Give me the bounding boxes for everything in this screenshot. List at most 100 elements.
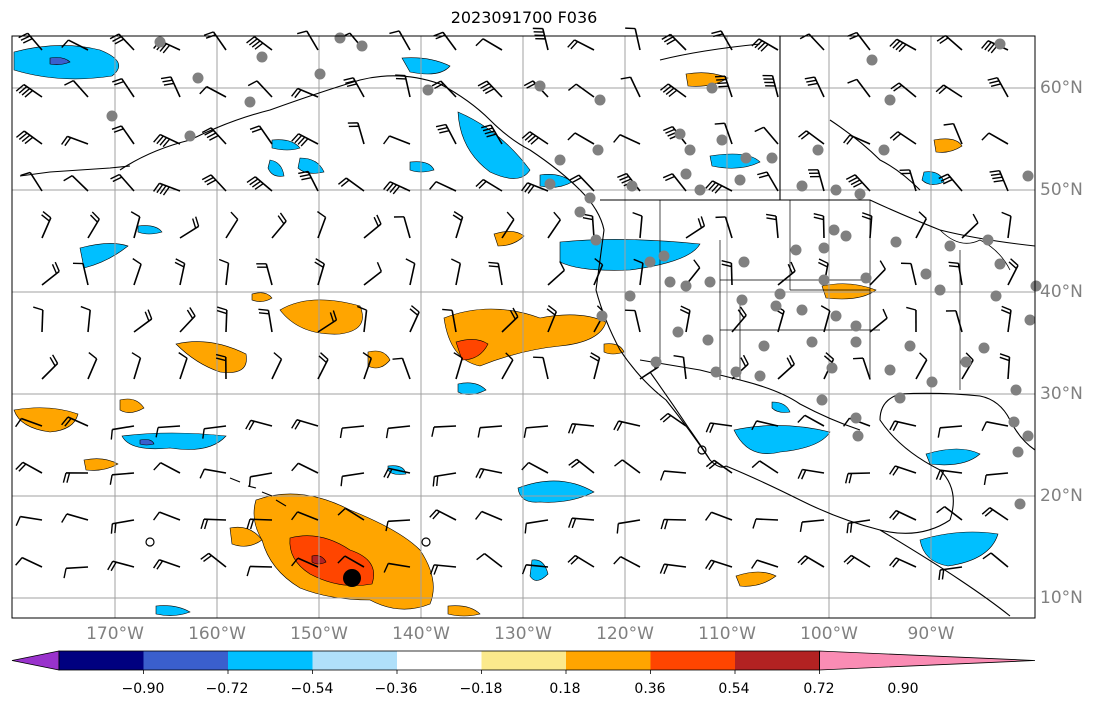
colorbar-label: −0.36 [374, 681, 418, 697]
colorbar-right-extension [819, 650, 1036, 671]
wind-barb [61, 135, 89, 147]
wind-barb [524, 519, 549, 534]
wind-barb [625, 309, 641, 333]
wind-barb [201, 174, 227, 192]
wind-barb [395, 74, 411, 98]
wind-barb [943, 122, 963, 145]
wind-barb [431, 80, 457, 98]
neg-area [771, 401, 791, 413]
station-marker [740, 152, 752, 164]
wind-barb [317, 310, 338, 333]
wind-barb [246, 565, 273, 577]
wind-barb [450, 258, 462, 286]
wind-barb [714, 75, 733, 98]
station-marker [674, 128, 686, 140]
station-marker [314, 68, 326, 80]
station-marker [704, 276, 716, 288]
wind-barb [429, 509, 457, 521]
wind-barb [845, 174, 871, 192]
wind-barb [153, 182, 181, 196]
wind-barb [383, 562, 411, 573]
wind-barb [429, 180, 457, 192]
neg-area [297, 157, 325, 174]
station-marker [334, 32, 346, 44]
station-marker [716, 134, 728, 146]
wind-barb [110, 173, 135, 192]
wind-barb [752, 518, 779, 529]
station-marker [1012, 446, 1024, 458]
wind-barb [200, 518, 227, 530]
colorbar-left-extension [11, 650, 60, 671]
lon-label: 170°W [86, 624, 144, 644]
colorbar-segment [481, 651, 567, 670]
neg-area [919, 531, 999, 567]
wind-barb [846, 519, 871, 534]
wind-barb [87, 352, 98, 380]
pos-area [83, 458, 119, 471]
wind-barb [432, 472, 457, 487]
coastlines [19, 36, 1036, 617]
station-marker [574, 206, 586, 218]
pos-area [229, 526, 263, 547]
wind-barb [383, 467, 411, 479]
station-marker [584, 192, 596, 204]
lat-label: 10°N [1040, 588, 1083, 608]
wind-barb [705, 511, 733, 521]
wind-barb [405, 258, 416, 286]
station-marker [850, 412, 862, 424]
pos-area [251, 292, 273, 302]
wind-barb [160, 76, 181, 98]
station-marker [256, 51, 268, 63]
station-marker [816, 394, 828, 406]
station-marker [904, 340, 916, 352]
wind-barb [363, 214, 382, 239]
wind-barb [938, 173, 963, 192]
wind-barb [661, 33, 687, 51]
wind-barb [347, 122, 365, 145]
wind-barb [843, 134, 871, 145]
station-marker [658, 250, 670, 262]
pos-area [603, 343, 625, 355]
wind-barb [567, 554, 595, 568]
wind-barb [215, 353, 227, 380]
wind-barb [869, 260, 886, 286]
wind-barb [110, 425, 135, 440]
wind-barb [20, 171, 43, 192]
station-marker [1022, 170, 1034, 182]
wind-barb [798, 130, 825, 145]
pos-area [175, 341, 247, 373]
wind-barb [153, 462, 181, 474]
station-marker [926, 376, 938, 388]
wind-barb [343, 77, 365, 98]
wind-barb [337, 555, 365, 568]
wind-barb [546, 305, 558, 333]
wind-barb [245, 419, 273, 431]
wind-barb [291, 87, 319, 99]
graticule [12, 36, 1035, 618]
wind-barb [613, 555, 641, 568]
station-marker [766, 152, 778, 164]
wind-barb [340, 472, 365, 487]
station-marker [994, 38, 1006, 50]
wind-barb [337, 177, 365, 192]
wind-barb [337, 507, 365, 521]
wind-barb [218, 258, 230, 286]
wind-barb [64, 79, 89, 98]
station-marker [826, 362, 838, 374]
wind-barb [291, 133, 319, 147]
lon-label: 120°W [596, 624, 654, 644]
wind-barb [662, 173, 687, 192]
wind-barb [1000, 305, 1012, 333]
neg-core [139, 439, 155, 446]
colorbar-segment [228, 651, 313, 670]
wind-barb [613, 420, 641, 431]
wind-barb [291, 511, 319, 521]
wind-barb [107, 560, 135, 572]
station-marker [192, 72, 204, 84]
wind-barb [659, 470, 687, 481]
wind-barb [62, 472, 89, 483]
wind-barb [61, 513, 89, 523]
station-marker [706, 82, 718, 94]
pos-area [447, 605, 481, 617]
station-marker [796, 180, 808, 192]
